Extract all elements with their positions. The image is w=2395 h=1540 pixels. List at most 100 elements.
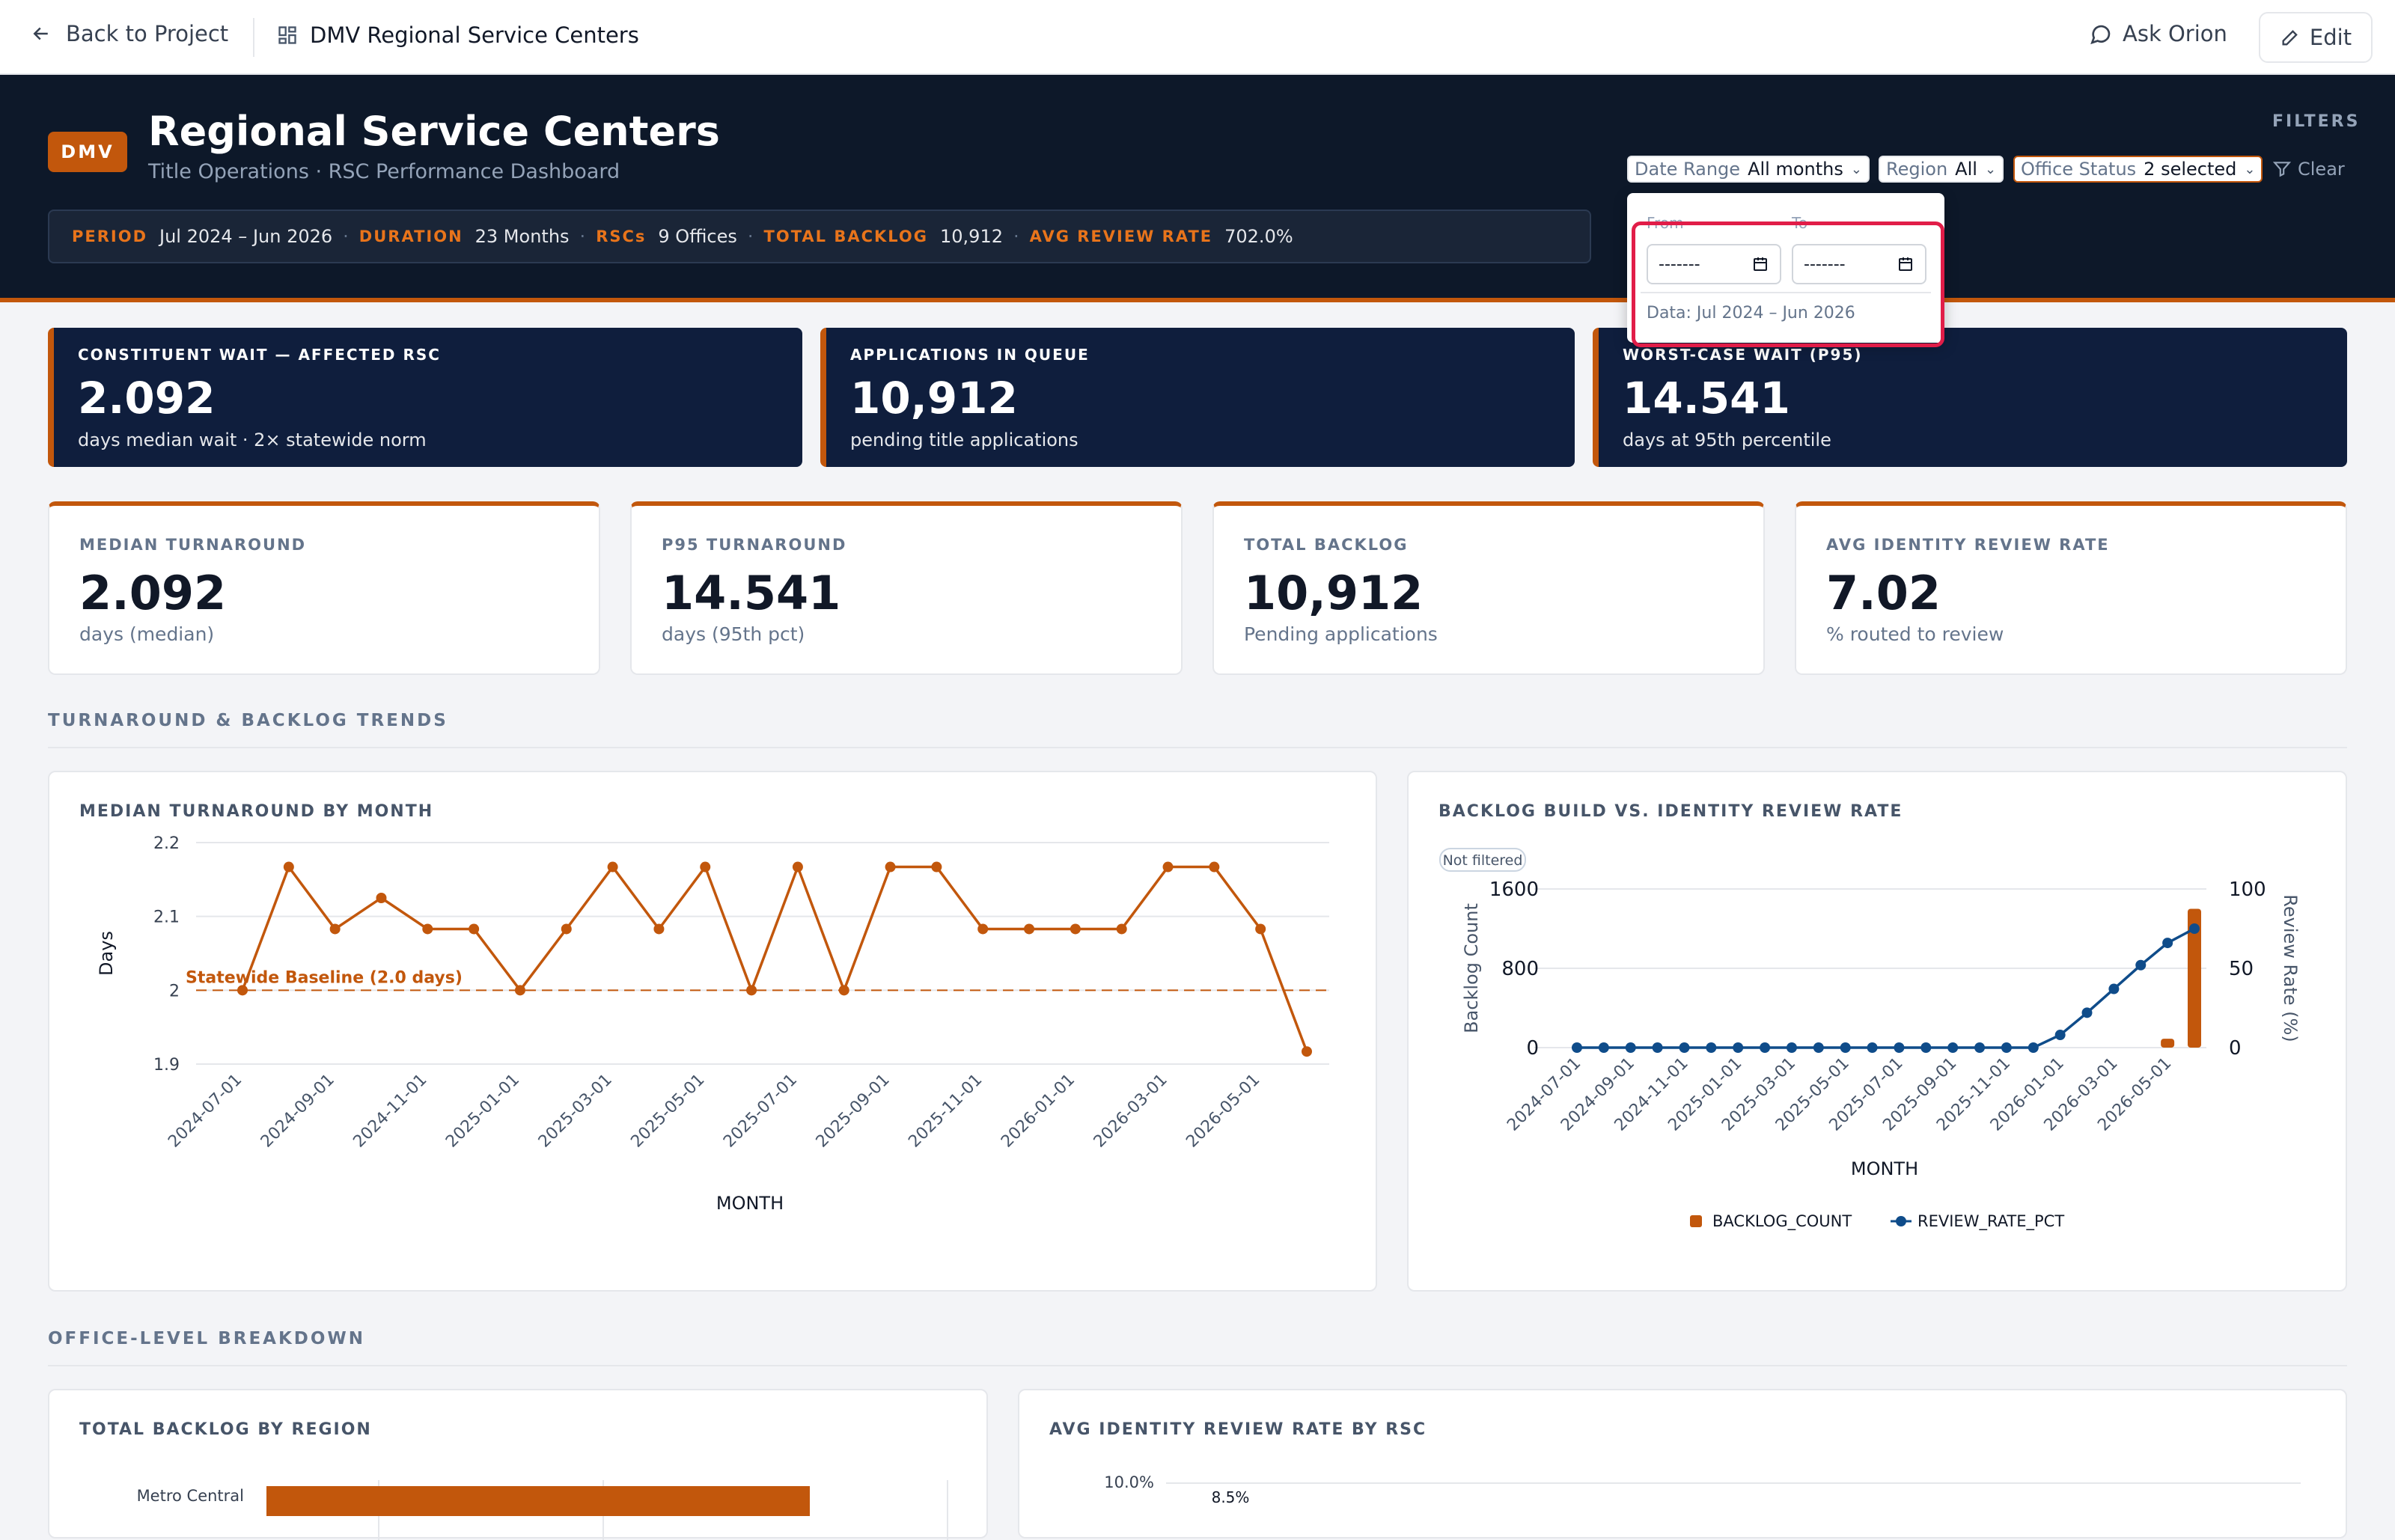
to-date-input[interactable]: ------- [1792, 244, 1926, 284]
meta-separator: · [1013, 226, 1019, 247]
data-point [2081, 1007, 2093, 1018]
data-point [1572, 1042, 1582, 1053]
office-status-value: 2 selected [2144, 159, 2237, 180]
median-turnaround-chart: 1.9 2 2.1 2.2 Days Statewide Baseline (2.0 da… [96, 834, 1329, 1214]
chevron-down-icon: ⌄ [1984, 161, 1997, 177]
backlog-bar [2188, 908, 2201, 1048]
meta-separator: · [579, 226, 586, 247]
region-label: Region [1886, 159, 1948, 180]
data-point [977, 923, 989, 935]
data-point [1679, 1042, 1690, 1053]
x-tick-label: 2026-03-01 [1090, 1071, 1171, 1152]
data-point [2028, 1042, 2039, 1053]
y2-tick-label: 100 [2229, 879, 2266, 901]
data-point [1840, 1042, 1851, 1053]
back-label: Back to Project [66, 21, 229, 46]
calendar-icon [1754, 257, 1767, 271]
data-point [469, 923, 480, 935]
y2-axis-label: Review Rate (%) [2280, 894, 2301, 1042]
metric-description: days (median) [79, 623, 215, 645]
chevron-down-icon: ⌄ [1850, 161, 1862, 177]
edit-button[interactable]: Edit [2259, 12, 2373, 63]
from-date-value: ------- [1659, 254, 1700, 274]
y-tick-label: 1.9 [153, 1056, 180, 1075]
period-value: Jul 2024 – Jun 2026 [159, 226, 333, 247]
calendar-icon [1899, 257, 1912, 271]
date-range-label: Date Range [1635, 159, 1741, 180]
clear-filters-button[interactable]: Clear [2272, 159, 2345, 180]
chart-title: AVG IDENTITY REVIEW RATE BY RSC [1049, 1420, 1427, 1439]
baseline-label: Statewide Baseline (2.0 days) [186, 968, 463, 987]
dropdown-divider [1641, 292, 1931, 293]
period-key: PERIOD [72, 227, 148, 245]
data-point [1070, 923, 1081, 935]
data-point [1813, 1042, 1824, 1053]
total-backlog-key: TOTAL BACKLOG [763, 227, 928, 245]
kpi-value: 10,912 [850, 373, 1018, 424]
data-point [2054, 1030, 2066, 1041]
data-point [1625, 1042, 1636, 1053]
data-point [561, 923, 572, 935]
review-rate-line [1577, 927, 2195, 1049]
avg-review-value: 702.0% [1224, 226, 1293, 247]
data-label: 8.5% [1212, 1488, 1250, 1506]
y-axis-label: Backlog Count [1461, 903, 1482, 1033]
data-point [1255, 923, 1266, 935]
data-point [792, 861, 803, 873]
back-to-project-link[interactable]: Back to Project [30, 21, 228, 46]
kpi-label: WORST-CASE WAIT (P95) [1623, 346, 1863, 364]
data-point [1302, 1046, 1312, 1057]
metric-description: % routed to review [1826, 623, 2004, 645]
x-tick-label: 2025-03-01 [535, 1071, 616, 1152]
region-value: All [1955, 159, 1977, 180]
y-tick-label: 2 [169, 982, 180, 1000]
chart-title: BACKLOG BUILD VS. IDENTITY REVIEW RATE [1438, 802, 1903, 821]
region-filter[interactable]: Region All ⌄ [1879, 156, 2004, 183]
legend-swatch-backlog [1690, 1215, 1702, 1227]
y-tick-label: 800 [1501, 958, 1539, 980]
x-tick-label: 2026-05-01 [1183, 1071, 1263, 1152]
section-heading-trends: TURNAROUND & BACKLOG TRENDS [48, 711, 448, 730]
avg-review-key: AVG REVIEW RATE [1029, 227, 1213, 245]
x-tick-label: 2024-11-01 [350, 1071, 430, 1152]
from-date-input[interactable]: ------- [1647, 244, 1781, 284]
x-tick-label: 2025-11-01 [905, 1071, 986, 1152]
legend-label-backlog: BACKLOG_COUNT [1712, 1212, 1852, 1231]
page-subtitle: Title Operations · RSC Performance Dashb… [148, 160, 620, 183]
kpi-description: days at 95th percentile [1623, 430, 1831, 450]
kpi-value: 14.541 [1623, 373, 1790, 424]
date-range-filter[interactable]: Date Range All months ⌄ [1627, 156, 1870, 183]
project-title: DMV Regional Service Centers [277, 22, 639, 48]
turnaround-line [241, 863, 1308, 1052]
ask-orion-label: Ask Orion [2123, 21, 2227, 46]
ask-orion-button[interactable]: Ask Orion [2088, 21, 2227, 46]
office-status-label: Office Status [2021, 159, 2137, 180]
section-heading-office: OFFICE-LEVEL BREAKDOWN [48, 1329, 366, 1348]
top-bar: Back to Project DMV Regional Service Cen… [0, 0, 2395, 75]
metric-card-total-backlog: TOTAL BACKLOG 10,912 Pending application… [1212, 501, 1765, 675]
data-point [1867, 1042, 1878, 1053]
data-point [1733, 1042, 1744, 1053]
meta-separator: · [747, 226, 754, 247]
data-point [885, 861, 896, 873]
x-tick-label: 2024-09-01 [257, 1071, 338, 1152]
metric-description: days (95th pct) [662, 623, 805, 645]
data-point [1947, 1042, 1959, 1053]
clear-label: Clear [2298, 159, 2345, 180]
data-point [838, 985, 849, 996]
metric-value: 2.092 [79, 566, 227, 620]
metric-value: 14.541 [662, 566, 841, 620]
median-turnaround-panel: MEDIAN TURNAROUND BY MONTH 1.9 2 2.1 2.2 Day… [48, 771, 1377, 1292]
data-point [1706, 1042, 1717, 1053]
office-status-filter[interactable]: Office Status 2 selected ⌄ [2013, 156, 2263, 183]
x-tick-label: 2025-01-01 [442, 1071, 523, 1152]
data-point [514, 985, 525, 996]
category-label: Metro Central [137, 1487, 244, 1505]
backlog-review-chart: Not filtered 0 800 1600 0 50 100 Backlog Count R… [1439, 848, 2301, 1231]
topbar-divider [253, 18, 254, 57]
metric-value: 10,912 [1244, 566, 1424, 620]
x-tick-label: 2024-07-01 [165, 1071, 245, 1152]
data-point [329, 923, 341, 935]
data-point [700, 861, 711, 873]
highlight-outline [1632, 221, 1944, 347]
